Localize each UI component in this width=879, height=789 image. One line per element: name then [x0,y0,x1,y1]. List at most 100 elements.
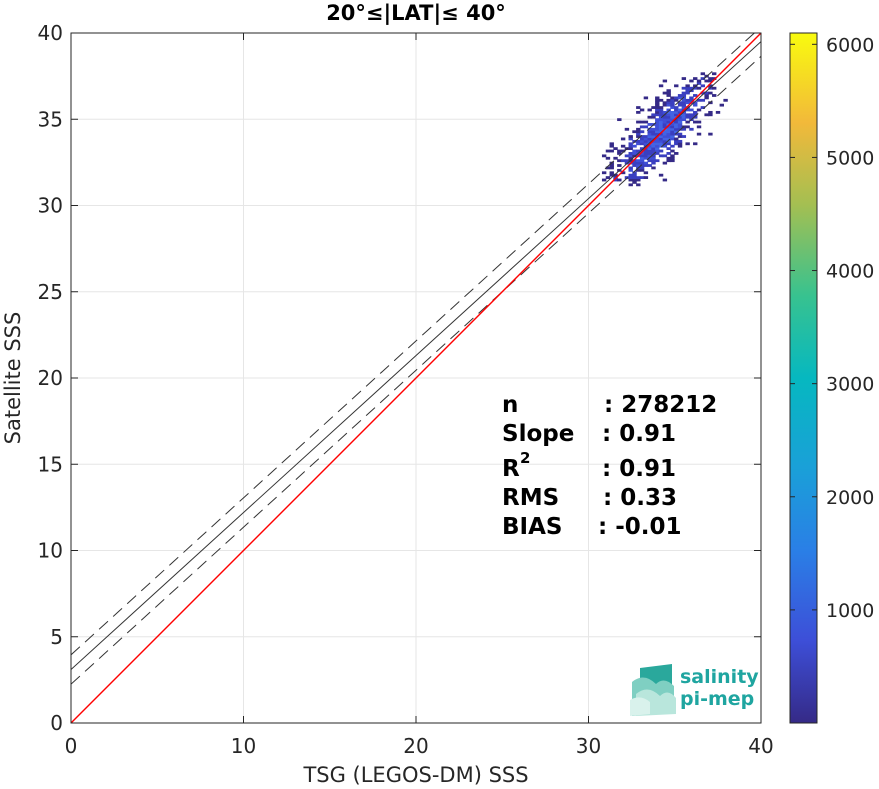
x-tick-label: 10 [231,734,256,758]
density-cell [662,139,668,143]
stat-label-bias: BIAS [502,514,562,540]
density-cell [628,173,633,177]
density-cell [632,159,637,163]
density-cell [636,110,641,114]
density-cell [670,149,675,153]
density-cell [655,120,660,124]
density-cell [670,144,675,148]
density-cell [655,127,660,131]
density-cell [655,125,660,129]
density-cell [708,110,713,114]
density-cell [651,154,656,158]
density-cell [643,171,649,175]
density-cell [655,139,660,143]
density-cell [643,176,649,179]
stats-box: n : 278212 Slope : 0.91 R 2 : 0.91 RMS :… [502,392,717,540]
density-cell [655,149,660,153]
density-cell [636,178,641,182]
density-cell [651,106,656,109]
density-cell [677,144,683,148]
density-cell [639,139,645,143]
density-cell [655,118,660,122]
density-cell [670,118,675,122]
density-cell [693,86,698,90]
density-cell [704,79,709,83]
density-cell [662,101,668,105]
density-cell [677,101,683,105]
density-cell [655,144,660,148]
density-cell [643,137,649,141]
density-cell [609,171,614,175]
density-cell [700,98,706,102]
density-cell [647,115,652,119]
density-cell [674,108,679,112]
density-cell [674,120,679,124]
fit-upper-dashed-line [71,33,756,656]
density-cell [662,79,668,83]
density-cell [666,152,671,155]
identity-line [71,33,761,723]
x-tick-label: 20 [403,734,428,758]
density-cell [643,139,649,143]
density-cell [666,139,671,143]
density-cell [666,113,671,117]
density-cell [647,123,652,126]
density-cell [700,77,706,80]
density-cell [674,118,679,122]
density-cell [681,101,687,105]
density-cell [620,137,626,141]
density-cell [639,142,645,146]
density-cell [647,144,652,148]
density-cell [651,132,656,136]
y-axis-label: Satellite SSS [1,312,25,445]
density-cell [681,94,687,97]
density-cell [670,115,675,119]
density-cell [655,96,660,100]
density-cell [715,110,721,114]
y-tick-label: 35 [38,107,63,131]
density-cell [670,135,675,138]
density-cell [696,108,702,112]
density-cell [666,118,671,122]
density-cell [658,149,664,153]
density-cell [674,137,679,141]
density-cell [647,152,652,155]
density-cell [609,142,614,146]
density-cell [655,137,660,141]
colorbar-tick-label: 6000 [826,34,874,56]
density-cell [670,132,675,136]
density-cell [685,142,690,146]
density-cell [658,84,664,88]
density-cell [651,161,656,165]
y-tick-label: 0 [50,711,63,735]
density-cell [666,98,671,102]
density-cell [651,127,656,131]
density-cell [685,86,690,90]
density-cell [617,149,622,153]
density-cell [632,176,637,179]
density-cell [655,103,660,107]
density-cell [658,115,664,119]
density-cell [636,130,641,134]
density-cell [677,125,683,129]
density-cell [685,98,690,102]
density-cell [666,137,671,141]
density-cell [647,127,652,131]
density-cell [662,115,668,119]
density-cell [681,86,687,90]
density-cell [643,164,649,167]
density-cell [700,106,706,109]
density-cell [658,144,664,148]
y-tick-label: 25 [38,280,63,304]
density-cell [674,98,679,102]
density-cell [639,154,645,158]
density-cell [658,132,664,136]
density-cell [704,91,709,95]
density-cell [647,149,652,153]
density-cell [647,164,652,167]
density-cell [670,127,675,131]
density-cell [636,106,641,109]
density-cell [677,94,683,97]
colorbar-tick-label: 5000 [826,147,874,169]
